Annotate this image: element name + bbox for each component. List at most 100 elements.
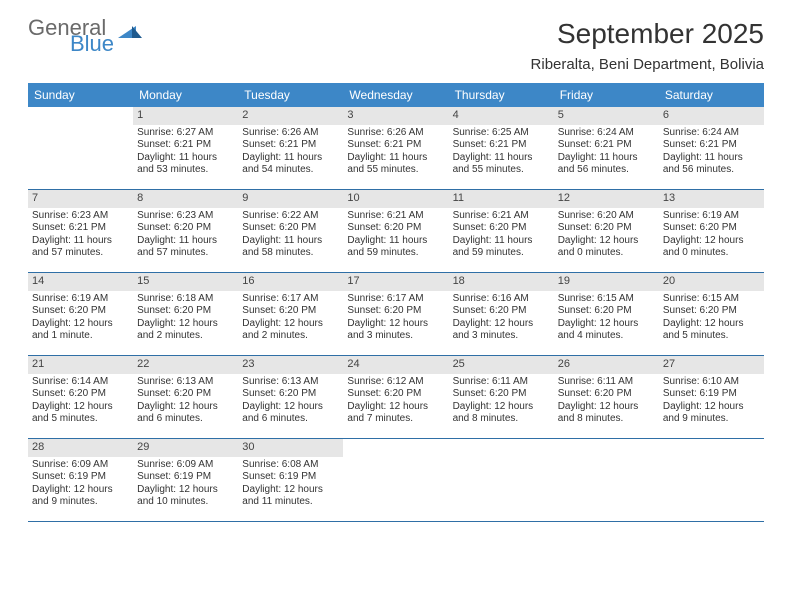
sunset-text: Sunset: 6:20 PM <box>663 305 760 318</box>
sunset-text: Sunset: 6:20 PM <box>347 388 444 401</box>
sunrise-text: Sunrise: 6:19 AM <box>663 210 760 223</box>
day-number: 29 <box>133 439 238 457</box>
sunset-text: Sunset: 6:20 PM <box>453 222 550 235</box>
day-cell: 1Sunrise: 6:27 AMSunset: 6:21 PMDaylight… <box>133 107 238 189</box>
daylight-text: Daylight: 12 hours and 7 minutes. <box>347 401 444 426</box>
day-number: 26 <box>554 356 659 374</box>
day-cell: 8Sunrise: 6:23 AMSunset: 6:20 PMDaylight… <box>133 190 238 272</box>
day-body: Sunrise: 6:09 AMSunset: 6:19 PMDaylight:… <box>28 457 133 513</box>
day-body: Sunrise: 6:13 AMSunset: 6:20 PMDaylight:… <box>133 374 238 430</box>
day-body: Sunrise: 6:18 AMSunset: 6:20 PMDaylight:… <box>133 291 238 347</box>
day-number: 6 <box>659 107 764 125</box>
daylight-text: Daylight: 12 hours and 11 minutes. <box>242 484 339 509</box>
day-cell: 28Sunrise: 6:09 AMSunset: 6:19 PMDayligh… <box>28 439 133 521</box>
sunrise-text: Sunrise: 6:25 AM <box>453 127 550 140</box>
day-cell <box>554 439 659 521</box>
sunset-text: Sunset: 6:19 PM <box>32 471 129 484</box>
sunset-text: Sunset: 6:20 PM <box>137 305 234 318</box>
day-cell: 22Sunrise: 6:13 AMSunset: 6:20 PMDayligh… <box>133 356 238 438</box>
daylight-text: Daylight: 12 hours and 5 minutes. <box>663 318 760 343</box>
day-body: Sunrise: 6:27 AMSunset: 6:21 PMDaylight:… <box>133 125 238 181</box>
daylight-text: Daylight: 12 hours and 8 minutes. <box>453 401 550 426</box>
day-number: 11 <box>449 190 554 208</box>
sunset-text: Sunset: 6:20 PM <box>242 388 339 401</box>
sunrise-text: Sunrise: 6:21 AM <box>453 210 550 223</box>
daylight-text: Daylight: 11 hours and 59 minutes. <box>453 235 550 260</box>
day-body: Sunrise: 6:14 AMSunset: 6:20 PMDaylight:… <box>28 374 133 430</box>
day-cell: 11Sunrise: 6:21 AMSunset: 6:20 PMDayligh… <box>449 190 554 272</box>
day-cell: 24Sunrise: 6:12 AMSunset: 6:20 PMDayligh… <box>343 356 448 438</box>
sunset-text: Sunset: 6:21 PM <box>453 139 550 152</box>
daylight-text: Daylight: 11 hours and 56 minutes. <box>558 152 655 177</box>
daylight-text: Daylight: 11 hours and 57 minutes. <box>32 235 129 260</box>
daylight-text: Daylight: 12 hours and 9 minutes. <box>32 484 129 509</box>
month-title: September 2025 <box>531 18 764 50</box>
day-body: Sunrise: 6:26 AMSunset: 6:21 PMDaylight:… <box>343 125 448 181</box>
day-cell: 12Sunrise: 6:20 AMSunset: 6:20 PMDayligh… <box>554 190 659 272</box>
day-cell: 26Sunrise: 6:11 AMSunset: 6:20 PMDayligh… <box>554 356 659 438</box>
sunset-text: Sunset: 6:20 PM <box>347 222 444 235</box>
day-number: 10 <box>343 190 448 208</box>
sunset-text: Sunset: 6:20 PM <box>242 305 339 318</box>
daylight-text: Daylight: 12 hours and 3 minutes. <box>453 318 550 343</box>
day-number: 3 <box>343 107 448 125</box>
sunrise-text: Sunrise: 6:17 AM <box>242 293 339 306</box>
day-number: 30 <box>238 439 343 457</box>
day-number: 25 <box>449 356 554 374</box>
day-number: 21 <box>28 356 133 374</box>
day-cell: 13Sunrise: 6:19 AMSunset: 6:20 PMDayligh… <box>659 190 764 272</box>
sunset-text: Sunset: 6:20 PM <box>32 388 129 401</box>
day-cell: 3Sunrise: 6:26 AMSunset: 6:21 PMDaylight… <box>343 107 448 189</box>
day-body: Sunrise: 6:20 AMSunset: 6:20 PMDaylight:… <box>554 208 659 264</box>
day-number: 22 <box>133 356 238 374</box>
daylight-text: Daylight: 11 hours and 57 minutes. <box>137 235 234 260</box>
day-body: Sunrise: 6:21 AMSunset: 6:20 PMDaylight:… <box>449 208 554 264</box>
sunrise-text: Sunrise: 6:27 AM <box>137 127 234 140</box>
dow-thursday: Thursday <box>449 83 554 107</box>
title-block: September 2025 Riberalta, Beni Departmen… <box>531 18 764 73</box>
daylight-text: Daylight: 12 hours and 6 minutes. <box>137 401 234 426</box>
daylight-text: Daylight: 11 hours and 59 minutes. <box>347 235 444 260</box>
day-number: 8 <box>133 190 238 208</box>
day-body: Sunrise: 6:17 AMSunset: 6:20 PMDaylight:… <box>343 291 448 347</box>
sunset-text: Sunset: 6:20 PM <box>453 305 550 318</box>
sunset-text: Sunset: 6:21 PM <box>242 139 339 152</box>
day-body: Sunrise: 6:21 AMSunset: 6:20 PMDaylight:… <box>343 208 448 264</box>
sunrise-text: Sunrise: 6:24 AM <box>663 127 760 140</box>
day-number: 28 <box>28 439 133 457</box>
week-row: 7Sunrise: 6:23 AMSunset: 6:21 PMDaylight… <box>28 190 764 273</box>
daylight-text: Daylight: 11 hours and 58 minutes. <box>242 235 339 260</box>
daylight-text: Daylight: 12 hours and 0 minutes. <box>558 235 655 260</box>
daylight-text: Daylight: 12 hours and 2 minutes. <box>242 318 339 343</box>
sunrise-text: Sunrise: 6:13 AM <box>242 376 339 389</box>
day-body: Sunrise: 6:25 AMSunset: 6:21 PMDaylight:… <box>449 125 554 181</box>
week-row: 28Sunrise: 6:09 AMSunset: 6:19 PMDayligh… <box>28 439 764 522</box>
day-number: 13 <box>659 190 764 208</box>
day-cell: 29Sunrise: 6:09 AMSunset: 6:19 PMDayligh… <box>133 439 238 521</box>
day-cell <box>659 439 764 521</box>
sunrise-text: Sunrise: 6:21 AM <box>347 210 444 223</box>
day-body: Sunrise: 6:26 AMSunset: 6:21 PMDaylight:… <box>238 125 343 181</box>
sunrise-text: Sunrise: 6:11 AM <box>558 376 655 389</box>
dow-monday: Monday <box>133 83 238 107</box>
daylight-text: Daylight: 12 hours and 5 minutes. <box>32 401 129 426</box>
daylight-text: Daylight: 12 hours and 6 minutes. <box>242 401 339 426</box>
sunset-text: Sunset: 6:19 PM <box>137 471 234 484</box>
week-row: 14Sunrise: 6:19 AMSunset: 6:20 PMDayligh… <box>28 273 764 356</box>
day-cell: 18Sunrise: 6:16 AMSunset: 6:20 PMDayligh… <box>449 273 554 355</box>
day-cell: 25Sunrise: 6:11 AMSunset: 6:20 PMDayligh… <box>449 356 554 438</box>
sunset-text: Sunset: 6:19 PM <box>663 388 760 401</box>
day-number: 20 <box>659 273 764 291</box>
sunset-text: Sunset: 6:20 PM <box>453 388 550 401</box>
sunset-text: Sunset: 6:20 PM <box>347 305 444 318</box>
sunrise-text: Sunrise: 6:16 AM <box>453 293 550 306</box>
daylight-text: Daylight: 12 hours and 0 minutes. <box>663 235 760 260</box>
sunrise-text: Sunrise: 6:22 AM <box>242 210 339 223</box>
sunrise-text: Sunrise: 6:24 AM <box>558 127 655 140</box>
sunset-text: Sunset: 6:20 PM <box>558 305 655 318</box>
daylight-text: Daylight: 12 hours and 9 minutes. <box>663 401 760 426</box>
sunrise-text: Sunrise: 6:14 AM <box>32 376 129 389</box>
daylight-text: Daylight: 11 hours and 55 minutes. <box>347 152 444 177</box>
day-cell: 15Sunrise: 6:18 AMSunset: 6:20 PMDayligh… <box>133 273 238 355</box>
sunrise-text: Sunrise: 6:13 AM <box>137 376 234 389</box>
